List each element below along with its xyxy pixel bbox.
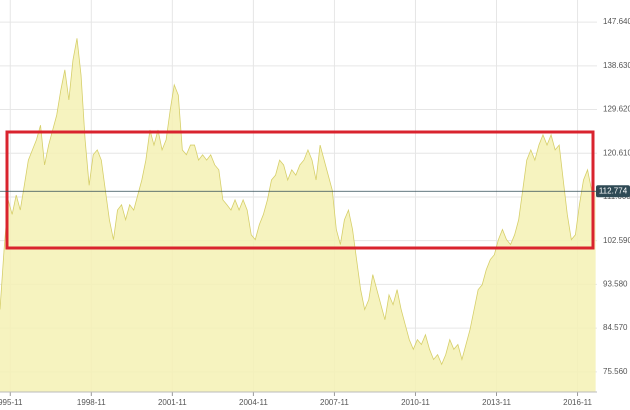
x-tick-label: 2016-11 [563,398,592,407]
y-tick-label: 129.620 [603,105,630,114]
area [0,38,596,392]
y-tick-label: 93.580 [603,280,628,289]
current-value-tag [596,185,630,198]
y-tick-label: 120.610 [603,148,630,157]
y-tick-label: 75.560 [603,367,628,376]
y-tick-label: 138.630 [603,61,630,70]
x-tick-label: 2010-11 [401,398,430,407]
overlay: 112.774 [0,185,630,198]
x-tick-label: 2013-11 [482,398,511,407]
y-tick-label: 147.640 [603,17,630,26]
x-tick-label: 2007-11 [320,398,349,407]
y-tick-label: 84.570 [603,323,628,332]
highlight-box [5,130,595,250]
x-tick-label: 1998-11 [77,398,106,407]
y-tick-label: 102.590 [603,236,630,245]
x-tick-label: 2001-11 [158,398,187,407]
x-tick-label: 995-11 [0,398,23,407]
x-tick-label: 2004-11 [239,398,268,407]
current-value-label: 112.774 [599,186,628,195]
